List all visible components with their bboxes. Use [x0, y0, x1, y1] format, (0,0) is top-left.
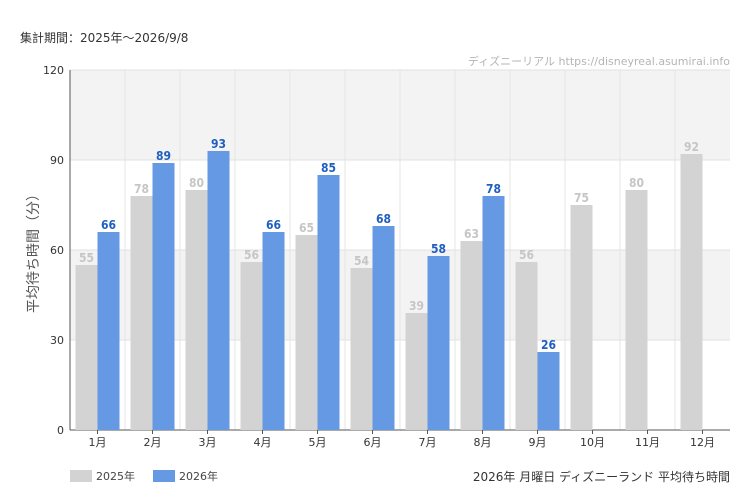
bar-2025 — [295, 235, 318, 430]
data-label-2026: 66 — [101, 218, 116, 232]
legend: 2025年 2026年 — [70, 468, 236, 484]
data-label-2026: 78 — [486, 182, 501, 196]
bar-2025 — [515, 262, 538, 430]
x-tick-label: 4月 — [254, 436, 272, 449]
data-label-2025: 55 — [79, 251, 94, 265]
x-tick-label: 11月 — [635, 436, 660, 449]
bar-2025 — [185, 190, 208, 430]
x-tick-label: 12月 — [690, 436, 715, 449]
data-label-2026: 66 — [266, 218, 281, 232]
data-label-2025: 56 — [244, 248, 259, 262]
data-label-2026: 68 — [376, 212, 391, 226]
legend-label-2026: 2026年 — [179, 470, 218, 483]
y-tick-label: 30 — [50, 334, 64, 347]
x-tick-label: 2月 — [144, 436, 162, 449]
legend-item-2026[interactable]: 2026年 — [153, 468, 218, 484]
data-label-2025: 39 — [409, 299, 424, 313]
bar-2026 — [317, 175, 340, 430]
data-label-2025: 75 — [574, 191, 589, 205]
period-label: 集計期間：2025年～2026/9/8 — [20, 31, 189, 45]
bar-2026 — [207, 151, 230, 430]
data-label-2026: 89 — [156, 149, 171, 163]
data-label-2025: 80 — [629, 176, 644, 190]
bar-2026 — [152, 163, 175, 430]
site-credit: ディズニーリアル https://disneyreal.asumirai.inf… — [467, 55, 730, 68]
data-label-2026: 58 — [431, 242, 446, 256]
legend-swatch-2026 — [153, 470, 175, 482]
bar-2025 — [130, 196, 153, 430]
bar-2026 — [97, 232, 120, 430]
legend-item-2025[interactable]: 2025年 — [70, 468, 135, 484]
x-tick-label: 9月 — [529, 436, 547, 449]
x-tick-label: 10月 — [580, 436, 605, 449]
bar-2025 — [625, 190, 648, 430]
x-tick-label: 8月 — [474, 436, 492, 449]
x-tick-label: 5月 — [309, 436, 327, 449]
bar-2025 — [460, 241, 483, 430]
data-label-2026: 26 — [541, 338, 556, 352]
bar-2026 — [427, 256, 450, 430]
bar-2026 — [262, 232, 285, 430]
data-label-2026: 93 — [211, 137, 226, 151]
x-tick-label: 6月 — [364, 436, 382, 449]
chart-caption: 2026年 月曜日 ディズニーランド 平均待ち時間 — [472, 470, 730, 484]
data-label-2025: 78 — [134, 182, 149, 196]
data-label-2025: 65 — [299, 221, 314, 235]
bar-2026 — [372, 226, 395, 430]
y-tick-label: 120 — [43, 64, 64, 77]
legend-swatch-2025 — [70, 470, 92, 482]
bar-2025 — [350, 268, 373, 430]
y-tick-label: 0 — [57, 424, 64, 437]
data-label-2026: 85 — [321, 161, 336, 175]
data-label-2025: 80 — [189, 176, 204, 190]
bar-2025 — [75, 265, 98, 430]
y-tick-label: 60 — [50, 244, 64, 257]
data-label-2025: 56 — [519, 248, 534, 262]
data-label-2025: 63 — [464, 227, 479, 241]
bar-2025 — [570, 205, 593, 430]
bar-2026 — [537, 352, 560, 430]
bar-2026 — [482, 196, 505, 430]
bar-2025 — [680, 154, 703, 430]
bar-2025 — [405, 313, 428, 430]
y-tick-label: 90 — [50, 154, 64, 167]
bar-2025 — [240, 262, 263, 430]
x-tick-label: 1月 — [89, 436, 107, 449]
x-tick-label: 7月 — [419, 436, 437, 449]
x-tick-label: 3月 — [199, 436, 217, 449]
y-axis-title: 平均待ち時間（分） — [26, 187, 42, 313]
data-label-2025: 54 — [354, 254, 370, 268]
legend-label-2025: 2025年 — [96, 470, 135, 483]
data-label-2025: 92 — [684, 140, 699, 154]
